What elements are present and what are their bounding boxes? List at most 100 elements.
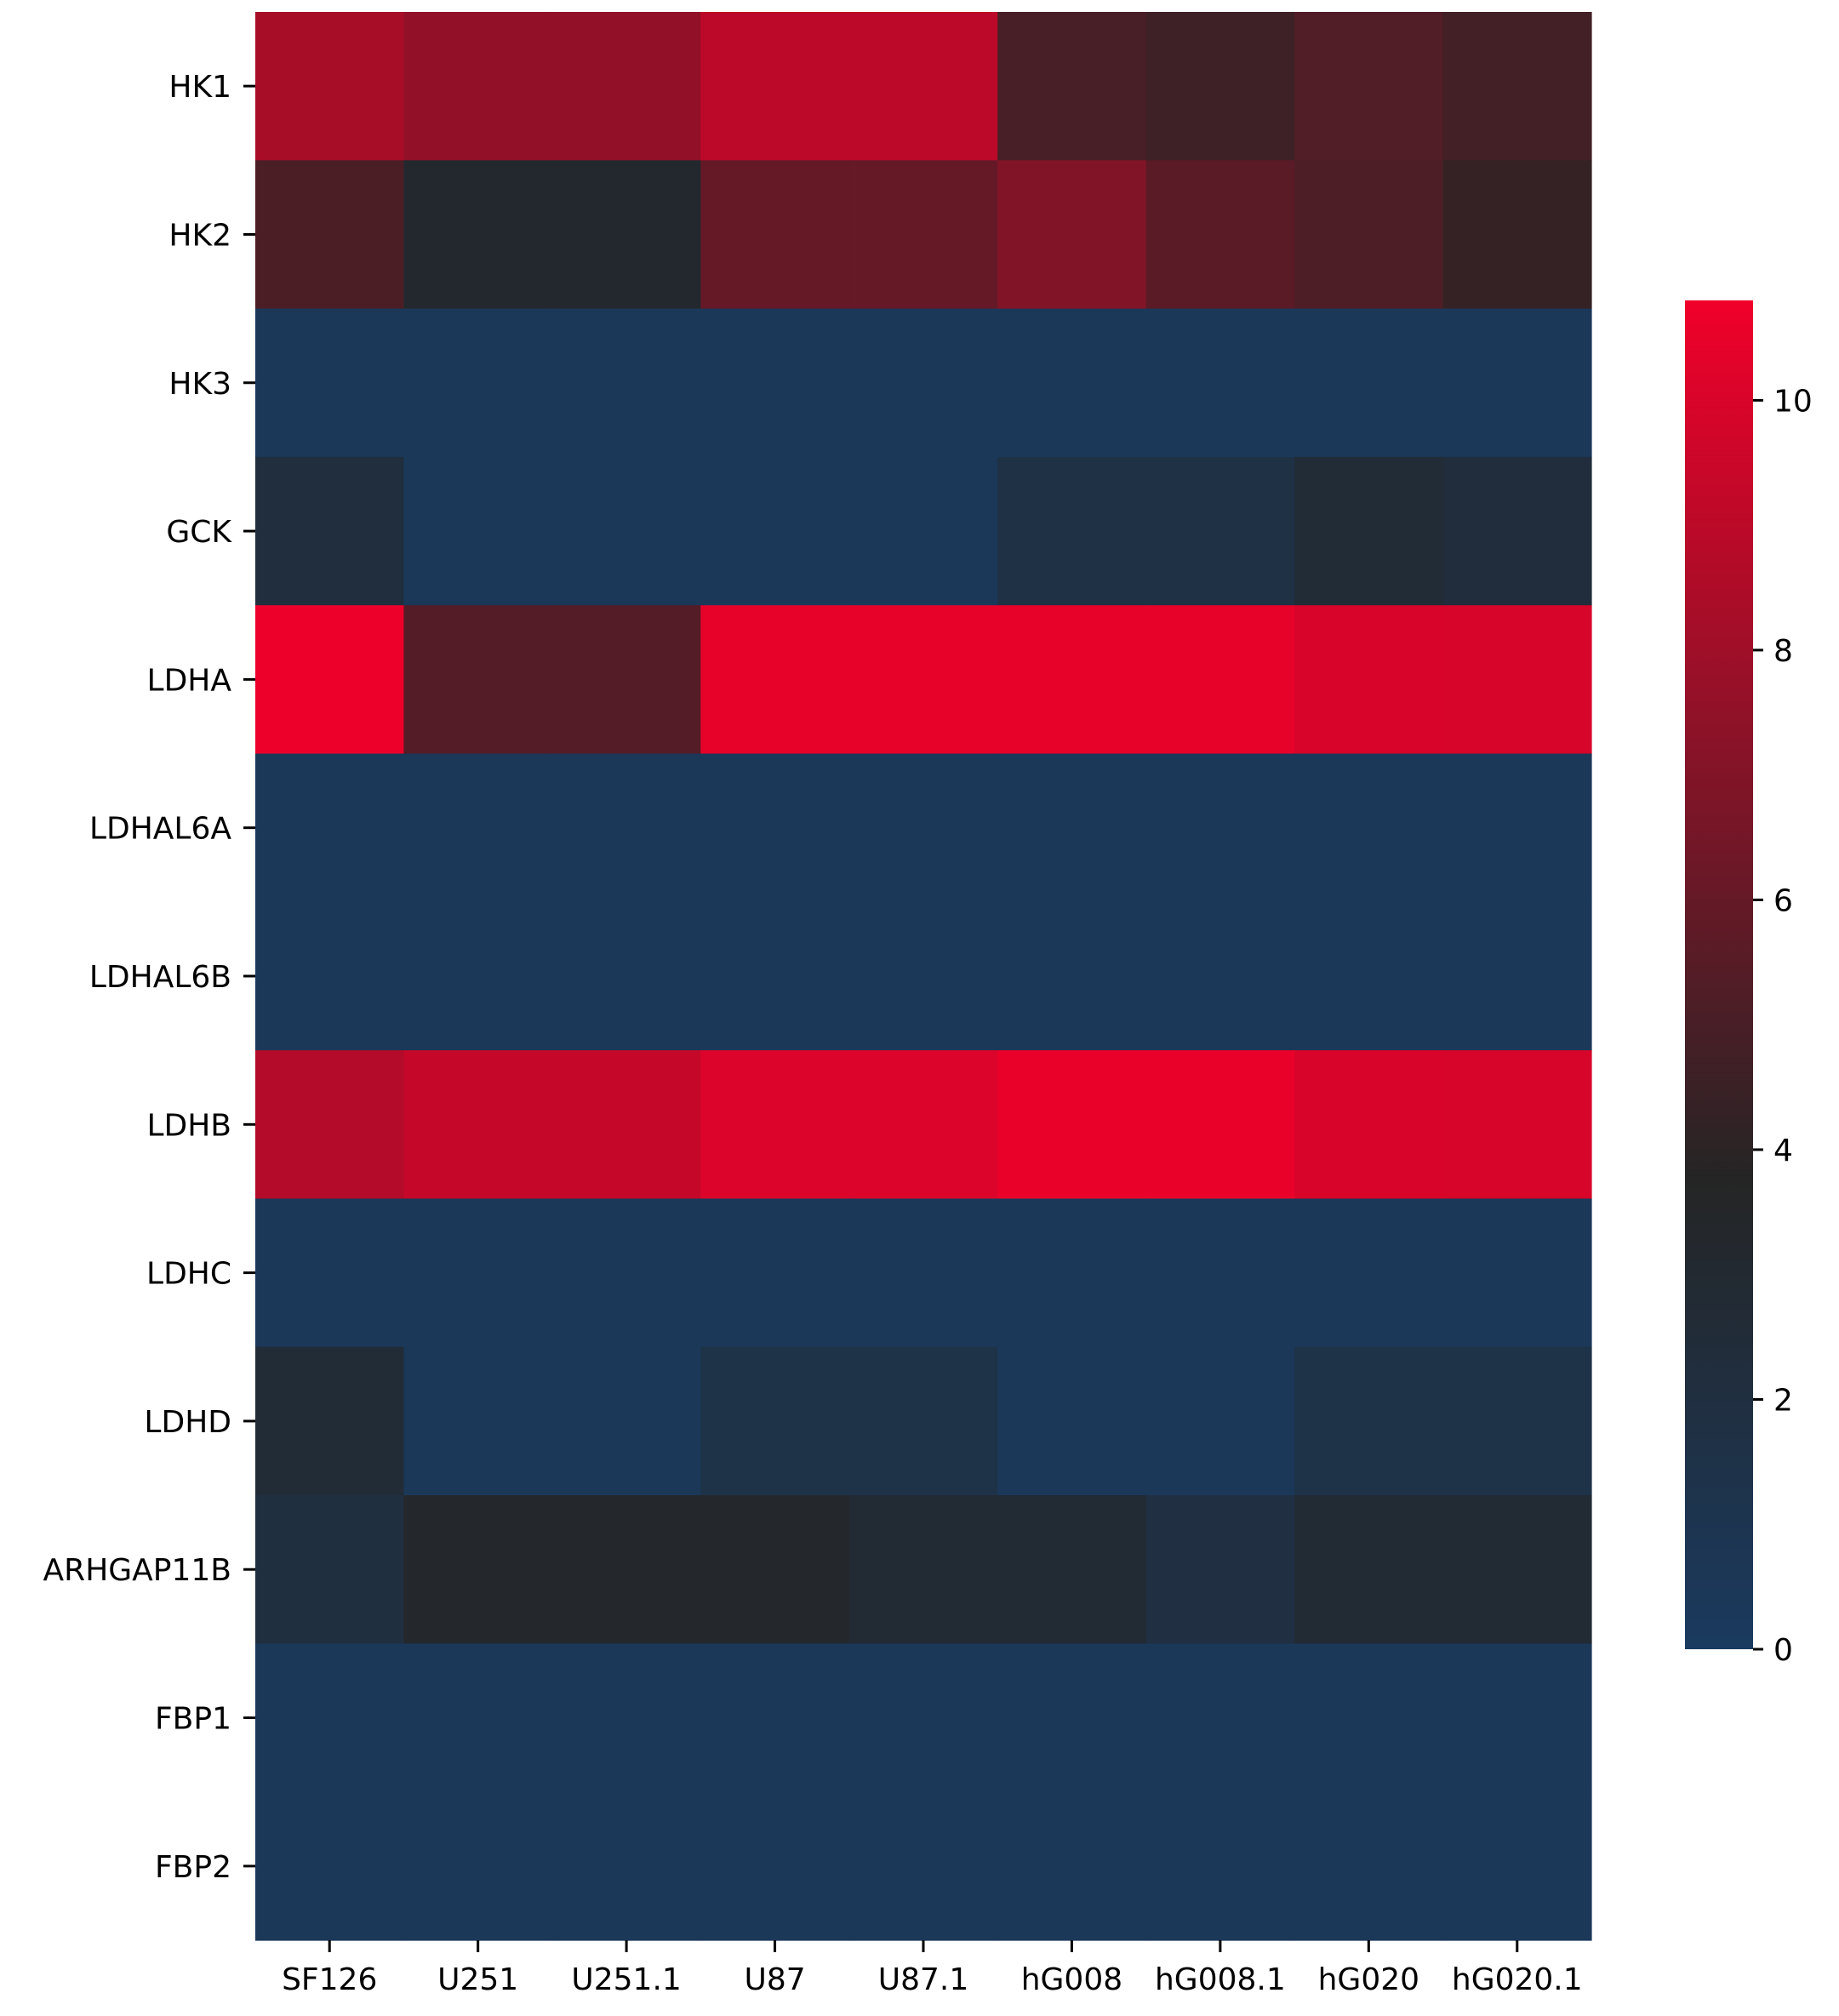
heatmap-cell-FBP1-U251 (403, 1643, 553, 1793)
heatmap-cell-LDHAL6A-U251.1 (551, 753, 701, 903)
heatmap-cell-HK2-hG020 (1294, 160, 1444, 310)
heatmap-cell-LDHAL6B-U251.1 (551, 901, 701, 1051)
heatmap-cell-HK2-SF126 (255, 160, 405, 310)
heatmap-cell-FBP2-U251 (403, 1791, 553, 1941)
heatmap-cell-LDHC-SF126 (255, 1198, 405, 1348)
heatmap-cell-HK1-SF126 (255, 12, 405, 161)
colorbar-tick-label: 0 (1773, 1633, 1793, 1668)
row-label: LDHC (146, 1257, 231, 1292)
heatmap-cell-LDHA-U87 (700, 605, 850, 755)
heatmap-cell-LDHC-U87.1 (848, 1198, 998, 1348)
heatmap-cell-HK3-hG020.1 (1442, 308, 1592, 458)
heatmap-cell-HK2-U87 (700, 160, 850, 310)
heatmap-cell-LDHAL6B-hG008.1 (1145, 901, 1295, 1051)
heatmap-cell-LDHAL6A-SF126 (255, 753, 405, 903)
heatmap-cell-LDHB-U251 (403, 1050, 553, 1200)
heatmap-cell-FBP2-U87.1 (848, 1791, 998, 1941)
row-label: HK3 (168, 367, 231, 402)
heatmap-cell-LDHA-U87.1 (848, 605, 998, 755)
column-label: U87.1 (878, 1962, 969, 1997)
row-label: LDHA (147, 663, 232, 698)
heatmap-cell-LDHB-U87 (700, 1050, 850, 1200)
heatmap-cell-FBP1-hG008 (997, 1643, 1147, 1793)
heatmap-cell-LDHAL6B-U87.1 (848, 901, 998, 1051)
colorbar-tick-label: 8 (1773, 634, 1793, 669)
heatmap-cell-LDHC-hG008 (997, 1198, 1147, 1348)
column-labels: SF126 U251 U251.1 U87 U87.1 hG008 hG008.1 hG020… (282, 1940, 1583, 1997)
heatmap-cell-GCK-hG008.1 (1145, 456, 1295, 606)
row-label: HK1 (168, 70, 231, 105)
heatmap-cell-LDHA-hG008 (997, 605, 1147, 755)
heatmap-cell-HK3-U251.1 (551, 308, 701, 458)
heatmap-cell-GCK-SF126 (255, 456, 405, 606)
heatmap-cell-LDHD-U87 (700, 1346, 850, 1496)
row-label: FBP1 (155, 1702, 231, 1737)
heatmap-cell-HK3-U87.1 (848, 308, 998, 458)
heatmap-cell-HK1-hG008 (997, 12, 1147, 161)
heatmap-cell-LDHA-hG020.1 (1442, 605, 1592, 755)
heatmap-cell-LDHD-SF126 (255, 1346, 405, 1496)
heatmap-cell-GCK-U87.1 (848, 456, 998, 606)
heatmap-cell-HK1-U251.1 (551, 12, 701, 161)
heatmap-cell-HK2-U251 (403, 160, 553, 310)
heatmap-cell-LDHAL6B-U87 (700, 901, 850, 1051)
heatmap-cell-LDHAL6B-hG020.1 (1442, 901, 1592, 1051)
heatmap-cell-LDHB-hG008.1 (1145, 1050, 1295, 1200)
heatmap-cell-GCK-U251 (403, 456, 553, 606)
heatmap-cell-LDHAL6B-hG008 (997, 901, 1147, 1051)
heatmap-cell-ARHGAP11B-hG020.1 (1442, 1495, 1592, 1644)
heatmap-cell-HK2-hG020.1 (1442, 160, 1592, 310)
heatmap-cell-LDHAL6B-U251 (403, 901, 553, 1051)
heatmap-cell-HK2-U251.1 (551, 160, 701, 310)
heatmap-cell-LDHAL6A-hG020 (1294, 753, 1444, 903)
heatmap-cell-ARHGAP11B-hG008 (997, 1495, 1147, 1644)
heatmap-cell-LDHD-U87.1 (848, 1346, 998, 1496)
heatmap-cell-LDHD-hG020 (1294, 1346, 1444, 1496)
heatmap-cell-LDHB-hG008 (997, 1050, 1147, 1200)
heatmap-cell-HK2-hG008.1 (1145, 160, 1295, 310)
heatmap-cell-LDHC-U251.1 (551, 1198, 701, 1348)
heatmap-cell-LDHAL6B-hG020 (1294, 901, 1444, 1051)
heatmap-cell-FBP2-U251.1 (551, 1791, 701, 1941)
column-label: hG020 (1318, 1962, 1419, 1997)
row-label: LDHB (146, 1108, 231, 1143)
heatmap-cell-LDHA-U251 (403, 605, 553, 755)
heatmap-cell-HK2-U87.1 (848, 160, 998, 310)
heatmap-cell-LDHB-hG020.1 (1442, 1050, 1592, 1200)
row-label: GCK (166, 515, 232, 550)
heatmap-cell-FBP1-hG020 (1294, 1643, 1444, 1793)
heatmap-cell-ARHGAP11B-U251.1 (551, 1495, 701, 1644)
heatmap-cell-HK3-SF126 (255, 308, 405, 458)
column-label: hG020.1 (1452, 1962, 1583, 1997)
heatmap-cell-ARHGAP11B-SF126 (255, 1495, 405, 1644)
column-label: hG008 (1021, 1962, 1122, 1997)
column-label: U251.1 (571, 1962, 681, 1997)
heatmap-cell-FBP1-U251.1 (551, 1643, 701, 1793)
heatmap-cell-LDHA-U251.1 (551, 605, 701, 755)
heatmap-cell-LDHAL6A-U251 (403, 753, 553, 903)
heatmap-cell-LDHC-U251 (403, 1198, 553, 1348)
heatmap-cell-LDHAL6A-U87.1 (848, 753, 998, 903)
row-labels: HK1 HK2 HK3 GCK LDHA LDHAL6A LDHAL6B LDHB LDHC LD… (43, 70, 255, 1885)
heatmap-cell-GCK-hG008 (997, 456, 1147, 606)
heatmap-cell-LDHD-hG020.1 (1442, 1346, 1592, 1496)
heatmap-cell-LDHAL6A-hG008 (997, 753, 1147, 903)
heatmap-cell-HK3-U87 (700, 308, 850, 458)
heatmap-cell-LDHB-hG020 (1294, 1050, 1444, 1200)
colorbar-ticks: 0 2 4 6 8 10 (1753, 384, 1813, 1668)
heatmap-cell-LDHC-hG020 (1294, 1198, 1444, 1348)
heatmap-cell-HK3-hG008 (997, 308, 1147, 458)
heatmap-cell-LDHA-hG020 (1294, 605, 1444, 755)
heatmap-cell-LDHAL6A-hG008.1 (1145, 753, 1295, 903)
heatmap-cell-HK1-U87.1 (848, 12, 998, 161)
heatmap-cell-FBP1-U87 (700, 1643, 850, 1793)
column-label: SF126 (282, 1962, 377, 1997)
heatmap-cell-FBP2-SF126 (255, 1791, 405, 1941)
heatmap-cell-ARHGAP11B-U87 (700, 1495, 850, 1644)
heatmap-cell-LDHAL6A-U87 (700, 753, 850, 903)
heatmap-cell-HK3-U251 (403, 308, 553, 458)
heatmap-cells (255, 12, 1592, 1941)
heatmap-cell-LDHB-U251.1 (551, 1050, 701, 1200)
heatmap-cell-FBP2-hG008 (997, 1791, 1147, 1941)
